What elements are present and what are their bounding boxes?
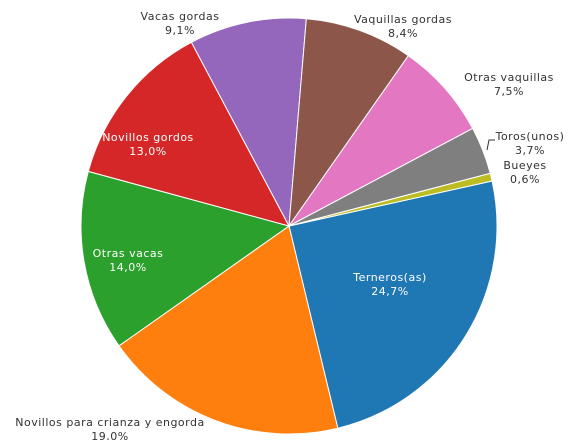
pie-slice <box>118 225 339 435</box>
slice-name: Otras vacas <box>93 247 164 260</box>
slice-name: Vaquillas gordas <box>354 13 452 26</box>
slice-value-label: 7,5% <box>494 85 524 98</box>
slice-value-label: 24,7% <box>371 285 408 298</box>
slice-name: Bueyes <box>503 159 546 172</box>
slice-name: Vacas gordas <box>141 10 220 23</box>
slice-value-label: 8,4% <box>388 27 418 40</box>
slice-name: Novillos gordos <box>102 131 194 144</box>
pie-slice <box>288 180 498 429</box>
slice-value-label: 0,6% <box>510 173 540 186</box>
slice-name: Terneros(as) <box>352 271 426 284</box>
pie-slice <box>190 17 307 228</box>
pie-slice <box>288 172 493 227</box>
slice-name: Novillos para crianza y engorda <box>15 416 204 429</box>
slice-value-label: 13,0% <box>129 145 166 158</box>
slice-name: Otras vaquillas <box>464 71 554 84</box>
slice-name: Toros(unos) <box>495 130 565 143</box>
leader-line <box>486 139 495 151</box>
pie-slice <box>80 170 291 347</box>
pie-slice <box>87 41 290 227</box>
slice-value-label: 14,0% <box>109 261 146 274</box>
pie-slice <box>288 54 474 227</box>
slice-value-label: 19,0% <box>91 430 128 440</box>
slice-value-label: 9,1% <box>165 24 195 37</box>
pie-slice <box>288 18 410 228</box>
slice-value-label: 3,7% <box>515 144 545 157</box>
